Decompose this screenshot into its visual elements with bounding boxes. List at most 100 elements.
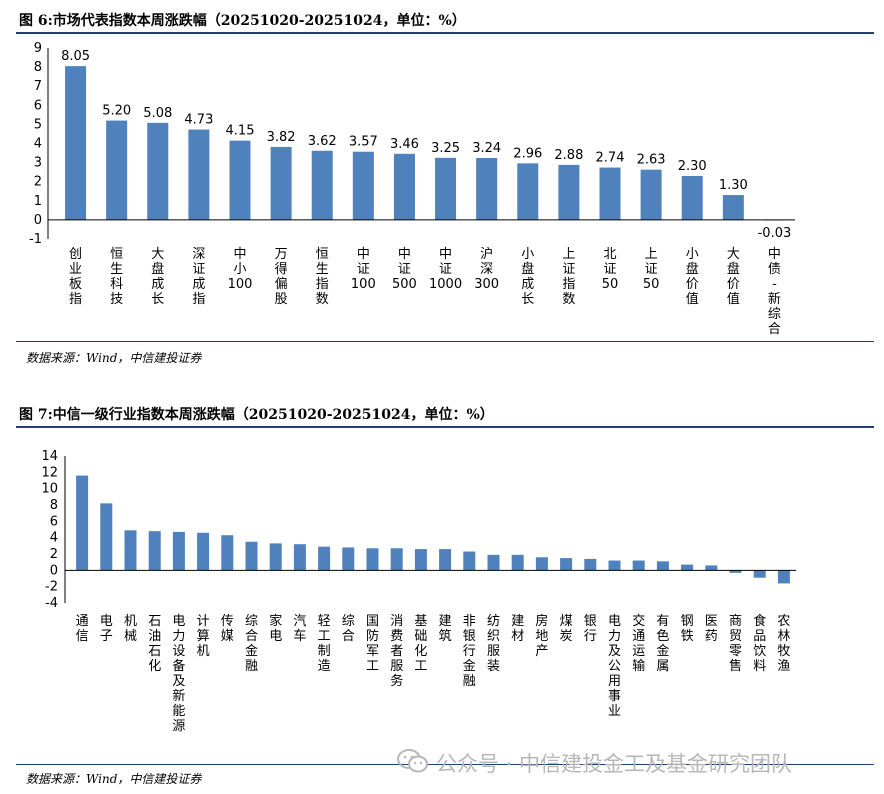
chart2-bar [342, 547, 355, 571]
chart1-y-tick-label: 1 [34, 194, 42, 209]
chart2-category-label: 银行 [584, 614, 597, 644]
chart2-bar [245, 541, 258, 571]
chart2-bar [729, 570, 742, 573]
chart1-y-tick-label: 8 [34, 60, 42, 75]
chart1-y-tick-label: 4 [34, 137, 42, 152]
chart1-value-label: 3.25 [431, 141, 460, 156]
chart1-bar [599, 167, 621, 220]
chart2-category-label: 纺织服装 [487, 614, 500, 674]
chart2-category-label: 国防军工 [366, 614, 379, 674]
chart1-category-label: 沪深 300 [474, 246, 499, 292]
chart1-y-tick-label: 5 [34, 117, 42, 132]
chart1-value-label: 2.63 [637, 153, 666, 168]
chart2-bar [681, 564, 694, 571]
chart1-value-label: 1.30 [719, 178, 748, 193]
chart2-category-label: 综合金融 [245, 614, 258, 674]
chart2-bar [100, 503, 113, 571]
chart1-value-label: 2.88 [554, 148, 583, 163]
chart2-bottom-rule [16, 764, 874, 765]
chart1-category-label: 上证 50 [643, 247, 660, 292]
chart1-source: 数据来源：Wind，中信建投证券 [26, 351, 202, 365]
chart1-bar [106, 120, 128, 220]
chart1-category-label: 创业板指 [69, 247, 82, 307]
chart2-category-label: 煤炭 [560, 614, 573, 644]
chart2-y-tick-label: 8 [50, 498, 58, 513]
chart2-bar [463, 551, 476, 571]
chart1-y-tick-label: -1 [29, 232, 42, 247]
chart2-category-label: 有色金属 [656, 614, 669, 674]
chart1-value-label: 4.73 [184, 113, 213, 128]
chart2-title: 图 7:中信一级行业指数本周涨跌幅（20251020-20251024，单位：%… [19, 407, 494, 423]
chart1-value-label: 5.08 [143, 106, 172, 121]
chart1-category-label: 恒生指数 [316, 247, 329, 307]
chart2-category-label: 农林牧渔 [777, 614, 790, 674]
chart2-bar [221, 535, 234, 571]
chart2-category-label: 电力及公用事业 [608, 614, 621, 719]
chart1-category-label: 上证指数 [562, 247, 575, 307]
chart2-category-label: 建筑 [439, 614, 452, 644]
chart1-bar [640, 169, 662, 220]
watermark: 公众号 · 中信建投金工及基金研究团队 [396, 748, 866, 776]
chart2-bar [511, 554, 524, 571]
chart2-category-label: 商贸零售 [729, 614, 742, 674]
chart1-value-label: 3.57 [349, 135, 378, 150]
chart1-category-label: 小盘价值 [686, 247, 699, 307]
chart1-value-label: 2.30 [678, 159, 707, 174]
chart1-value-label: 8.05 [61, 49, 90, 64]
chart2-category-label: 家电 [269, 613, 282, 644]
chart1-value-label: 2.96 [513, 146, 542, 161]
chart2-bar [172, 531, 185, 571]
chart2-bar [366, 548, 379, 571]
chart1-title: 图 6:市场代表指数本周涨跌幅（20251020-20251024，单位：%） [19, 13, 466, 29]
chart1-bar [558, 164, 580, 220]
chart2-bar [390, 548, 403, 571]
chart1-category-label: 恒生科技 [110, 247, 123, 307]
chart2-bar [148, 531, 161, 571]
chart1-bar [393, 153, 415, 220]
chart2-bar [487, 554, 500, 571]
chart2-y-tick-label: -4 [45, 596, 58, 611]
chart1-y-tick-label: 3 [34, 156, 42, 171]
chart1-y-tick-label: 7 [34, 79, 42, 94]
chart1-y-tick-label: 6 [34, 98, 42, 113]
chart2-category-label: 综合 [342, 614, 355, 644]
chart2-y-tick-label: 14 [41, 449, 58, 464]
chart1-bar [435, 157, 457, 220]
watermark-text: 公众号 · 中信建投金工及基金研究团队 [436, 752, 793, 776]
chart1-bar [681, 175, 703, 220]
chart2-y-tick-label: 12 [41, 465, 58, 480]
chart1-value-label: 3.24 [472, 141, 501, 156]
chart2-bar [608, 560, 621, 571]
chart2-bar [269, 543, 282, 571]
chart1-bar [722, 195, 744, 220]
chart1-value-label: 3.82 [267, 130, 296, 145]
chart2-bar [753, 570, 766, 578]
wechat-icon [397, 749, 428, 773]
chart1-value-label: 5.20 [102, 104, 131, 119]
chart2-y-tick-label: 0 [50, 563, 58, 578]
chart2-bar [705, 565, 718, 571]
chart2-category-label: 传媒 [221, 614, 234, 644]
chart2-bar [656, 561, 669, 571]
chart2-category-label: 钢铁 [681, 614, 694, 644]
chart2-bar [584, 558, 597, 571]
chart2-bar [439, 549, 452, 571]
chart2-y-tick-label: -2 [45, 580, 58, 595]
chart2-category-label: 计算机 [197, 614, 210, 659]
chart2-svg: 14121086420-2-4通信电子机械石油石化电力设备及新能源计算机传媒综合… [41, 449, 796, 734]
chart2-category-label: 消费者服务 [390, 614, 403, 689]
chart1-category-label: 中债-新综合 [768, 247, 781, 337]
chart1-category-label: 中证 100 [351, 247, 376, 292]
chart2-bar [535, 557, 548, 571]
chart1-value-label: -0.03 [758, 226, 792, 241]
chart1-bar [311, 150, 333, 220]
chart2-category-label: 轻工制造 [318, 614, 331, 674]
chart1-y-tick-label: 0 [34, 213, 42, 228]
chart1-category-label: 中证 500 [392, 247, 417, 292]
chart1-top-rule [16, 32, 874, 34]
chart2-bar [777, 570, 790, 584]
chart1-category-label: 中证 1000 [429, 247, 462, 292]
chart1-bar [65, 66, 87, 220]
chart2-bar [197, 532, 210, 571]
chart1-category-label: 万得偏股 [275, 247, 288, 307]
